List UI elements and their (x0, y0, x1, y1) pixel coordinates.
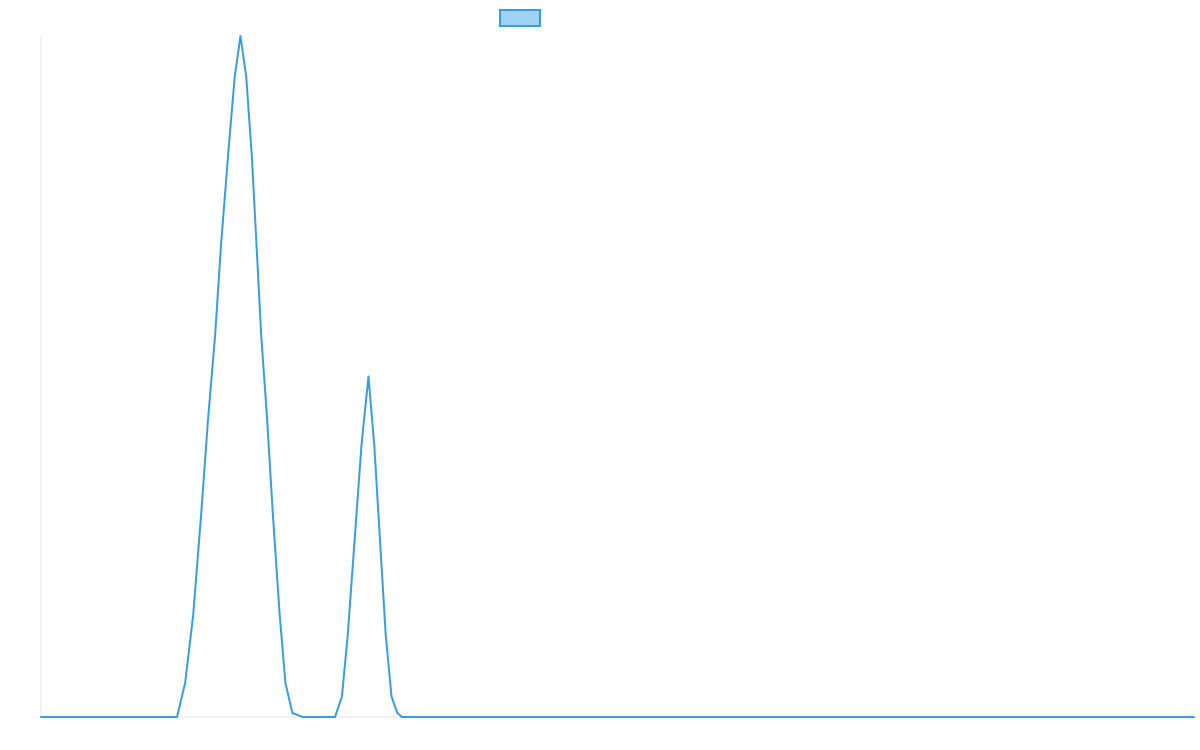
series-line-0 (40, 35, 1195, 718)
series-layer (40, 35, 1195, 718)
axes (40, 36, 1194, 718)
legend[interactable] (499, 9, 541, 27)
legend-swatch-0[interactable] (499, 9, 541, 27)
